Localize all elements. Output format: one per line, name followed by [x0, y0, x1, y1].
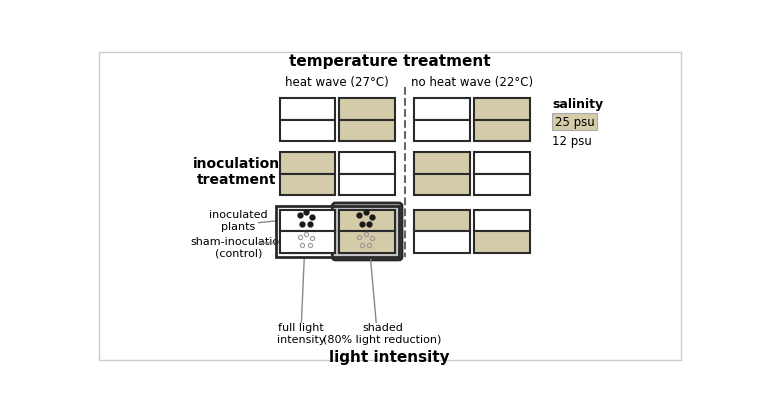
- Text: no heat wave (22°C): no heat wave (22°C): [411, 76, 533, 89]
- Text: light intensity: light intensity: [330, 349, 450, 364]
- Bar: [339, 153, 395, 174]
- Bar: [339, 232, 395, 254]
- Text: sham-inoculation
(control): sham-inoculation (control): [190, 236, 287, 258]
- Bar: [474, 153, 530, 174]
- Bar: [339, 121, 395, 142]
- Bar: [279, 99, 336, 121]
- Bar: [275, 207, 399, 257]
- Bar: [279, 121, 336, 142]
- FancyBboxPatch shape: [333, 203, 402, 260]
- Bar: [279, 210, 336, 232]
- Bar: [415, 232, 470, 254]
- Bar: [339, 99, 395, 121]
- Bar: [474, 232, 530, 254]
- Text: inoculation
treatment: inoculation treatment: [193, 157, 280, 187]
- Bar: [279, 153, 336, 174]
- Text: shaded
(80% light reduction): shaded (80% light reduction): [323, 323, 442, 344]
- Bar: [474, 99, 530, 121]
- Bar: [474, 121, 530, 142]
- Bar: [415, 153, 470, 174]
- Bar: [415, 174, 470, 196]
- Bar: [552, 114, 597, 130]
- Text: heat wave (27°C): heat wave (27°C): [285, 76, 389, 89]
- Bar: [474, 210, 530, 232]
- Bar: [339, 232, 395, 254]
- Bar: [279, 174, 336, 196]
- Bar: [339, 174, 395, 196]
- Bar: [279, 232, 336, 254]
- Text: 25 psu: 25 psu: [555, 116, 595, 128]
- Text: temperature treatment: temperature treatment: [289, 54, 490, 69]
- Bar: [474, 174, 530, 196]
- Text: salinity: salinity: [552, 98, 603, 111]
- Text: full light
intensity: full light intensity: [277, 323, 326, 344]
- Bar: [339, 210, 395, 232]
- Bar: [279, 232, 336, 254]
- Bar: [279, 210, 336, 232]
- Bar: [339, 210, 395, 232]
- Bar: [415, 121, 470, 142]
- Bar: [415, 99, 470, 121]
- Text: 12 psu: 12 psu: [552, 135, 592, 148]
- Text: inoculated
plants: inoculated plants: [209, 209, 268, 231]
- Bar: [415, 210, 470, 232]
